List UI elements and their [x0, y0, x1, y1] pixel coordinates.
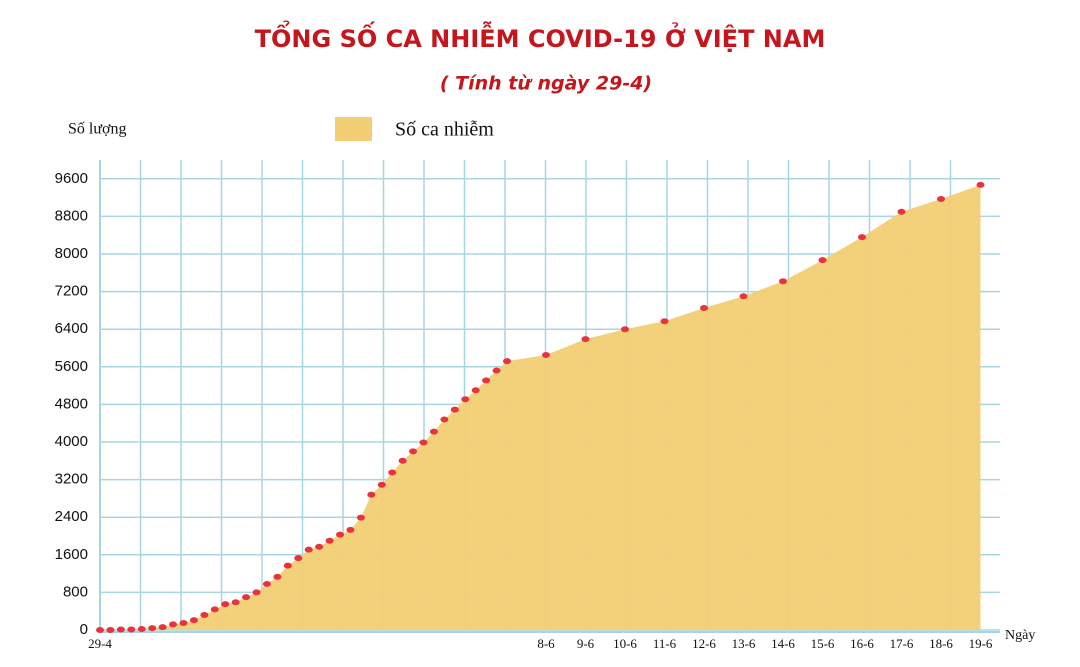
x-tick-label: 15-6 — [811, 636, 835, 651]
x-tick-label: 10-6 — [613, 636, 637, 651]
chart-title: TỔNG SỐ CA NHIỄM COVID-19 Ở VIỆT NAM — [255, 18, 826, 53]
x-tick-label: 14-6 — [771, 636, 795, 651]
data-point — [429, 428, 438, 435]
data-point — [127, 626, 136, 633]
data-point — [858, 234, 866, 241]
data-point — [818, 257, 827, 264]
data-point — [325, 537, 334, 544]
x-tick-label: 17-6 — [890, 636, 914, 651]
data-point — [346, 526, 355, 533]
x-tick-label: 12-6 — [692, 636, 716, 651]
data-point — [621, 326, 629, 333]
data-point — [450, 406, 459, 413]
chart-subtitle: ( Tính từ ngày 29-4) — [440, 73, 652, 95]
y-axis-label: Số lượng — [68, 121, 126, 138]
data-point — [897, 208, 906, 215]
y-tick-label: 3200 — [55, 471, 88, 488]
x-tick-label: 18-6 — [929, 636, 953, 651]
data-point — [179, 619, 188, 626]
data-point — [377, 481, 386, 488]
data-point — [471, 387, 480, 394]
x-tick-label: 16-6 — [850, 636, 874, 651]
y-tick-label: 5600 — [55, 358, 88, 375]
data-point — [739, 293, 748, 300]
data-point — [210, 606, 219, 613]
x-tick-label: 13-6 — [732, 636, 756, 651]
data-point — [106, 627, 115, 633]
data-point — [356, 514, 365, 521]
data-point — [976, 181, 985, 188]
y-tick-label: 800 — [63, 583, 88, 600]
data-point — [779, 278, 787, 285]
data-point — [660, 318, 669, 325]
y-tick-label: 0 — [80, 621, 88, 638]
legend-swatch — [335, 117, 372, 141]
area — [100, 184, 981, 630]
y-tick-label: 9600 — [55, 170, 88, 187]
data-point — [273, 573, 282, 580]
data-point — [283, 562, 292, 569]
data-point — [116, 626, 125, 633]
y-tick-label: 7200 — [55, 283, 88, 300]
y-tick-label: 8000 — [55, 245, 88, 262]
data-point — [158, 624, 167, 631]
data-point — [200, 611, 209, 618]
legend-label: Số ca nhiễm — [395, 119, 494, 141]
x-tick-label: 8-6 — [537, 636, 555, 651]
y-tick-label: 4800 — [55, 395, 88, 412]
x-tick-label: 9-6 — [577, 636, 595, 651]
data-point — [336, 531, 345, 538]
data-point — [388, 469, 397, 476]
data-point — [242, 594, 251, 601]
x-tick-label: 11-6 — [653, 636, 677, 651]
data-point — [304, 546, 313, 553]
data-point — [419, 439, 428, 446]
data-point — [315, 543, 324, 550]
x-axis-label: Ngày — [1005, 628, 1035, 643]
y-tick-label: 6400 — [55, 320, 88, 337]
x-tick-label: 19-6 — [969, 636, 993, 651]
data-point — [700, 305, 708, 312]
data-point — [440, 416, 449, 423]
y-tick-label: 8800 — [55, 207, 88, 224]
y-tick-label: 1600 — [55, 546, 88, 563]
y-tick-label: 2400 — [55, 508, 88, 525]
data-point — [461, 396, 470, 403]
x-tick-label: 29-4 — [88, 636, 112, 651]
data-point — [294, 555, 303, 562]
data-point — [482, 377, 491, 384]
data-point — [189, 617, 198, 624]
data-point — [367, 491, 376, 498]
data-point — [937, 196, 945, 203]
data-point — [148, 625, 157, 632]
data-point — [169, 621, 178, 628]
y-tick-label: 4000 — [55, 433, 88, 450]
data-point — [137, 626, 146, 633]
data-point — [503, 358, 511, 365]
data-point — [542, 352, 550, 359]
data-point — [492, 367, 501, 374]
data-point — [96, 627, 104, 633]
data-point — [581, 336, 590, 343]
data-point — [252, 589, 261, 596]
data-point — [409, 448, 418, 455]
data-point — [231, 599, 240, 606]
data-point — [262, 580, 271, 587]
data-point — [221, 601, 230, 608]
data-point — [398, 457, 407, 464]
